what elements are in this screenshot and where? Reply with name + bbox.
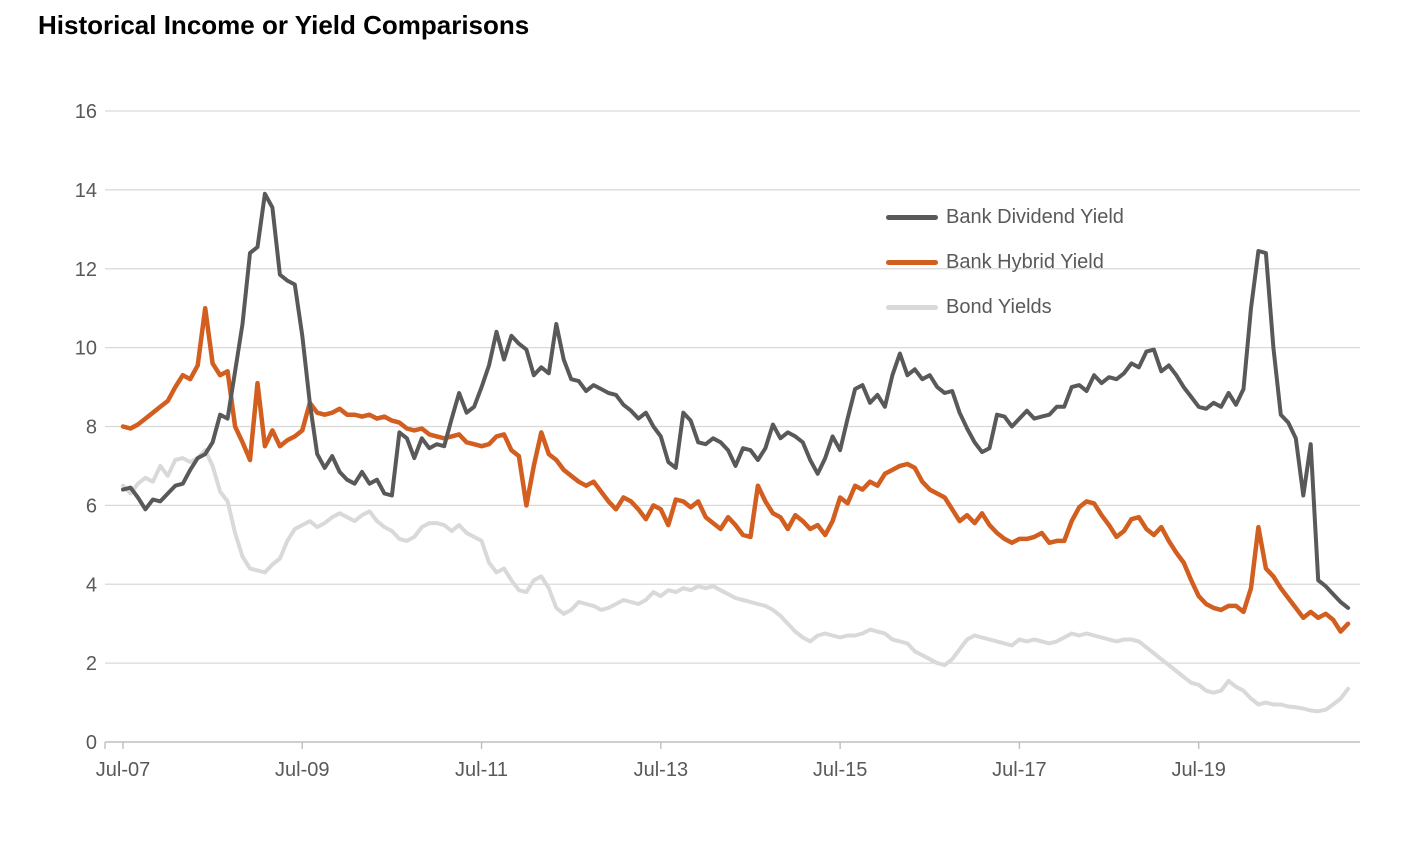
x-axis-tick-label: Jul-15 — [813, 759, 867, 781]
legend-item-bond-yields: Bond Yields — [886, 285, 1124, 330]
legend-label: Bank Hybrid Yield — [946, 251, 1104, 273]
y-axis-tick-label: 14 — [75, 180, 97, 202]
x-axis-tick-label: Jul-17 — [992, 759, 1046, 781]
series-line-bank-hybrid-yield — [120, 305, 1351, 634]
y-axis-tick-label: 12 — [75, 259, 97, 281]
chart-legend: Bank Dividend Yield Bank Hybrid Yield Bo… — [886, 195, 1124, 330]
legend-swatch-bond-yields — [886, 305, 938, 310]
y-axis-tick-label: 16 — [75, 101, 97, 123]
legend-swatch-bank-dividend-yield — [886, 215, 938, 220]
x-axis-tick-label: Jul-07 — [96, 759, 150, 781]
x-axis-tick-label: Jul-09 — [275, 759, 329, 781]
legend-label: Bank Dividend Yield — [946, 206, 1124, 228]
series-line-bond-yields — [121, 448, 1351, 714]
y-axis-tick-label: 10 — [75, 338, 97, 360]
y-axis-tick-label: 2 — [86, 653, 97, 675]
series-line-bank-dividend-yield — [121, 191, 1351, 610]
legend-swatch-bank-hybrid-yield — [886, 260, 938, 265]
page-title: Historical Income or Yield Comparisons — [38, 10, 530, 40]
y-axis-tick-label: 8 — [86, 417, 97, 439]
x-axis-tick-label: Jul-13 — [634, 759, 688, 781]
legend-item-bank-dividend-yield: Bank Dividend Yield — [886, 195, 1124, 240]
x-axis-tick-label: Jul-11 — [455, 759, 508, 781]
legend-item-bank-hybrid-yield: Bank Hybrid Yield — [886, 240, 1124, 285]
x-axis-tick-label: Jul-19 — [1171, 759, 1225, 781]
y-axis-tick-label: 6 — [86, 495, 97, 517]
y-axis-tick-label: 4 — [86, 574, 97, 596]
y-axis-tick-label: 0 — [86, 732, 97, 754]
legend-label: Bond Yields — [946, 296, 1052, 318]
